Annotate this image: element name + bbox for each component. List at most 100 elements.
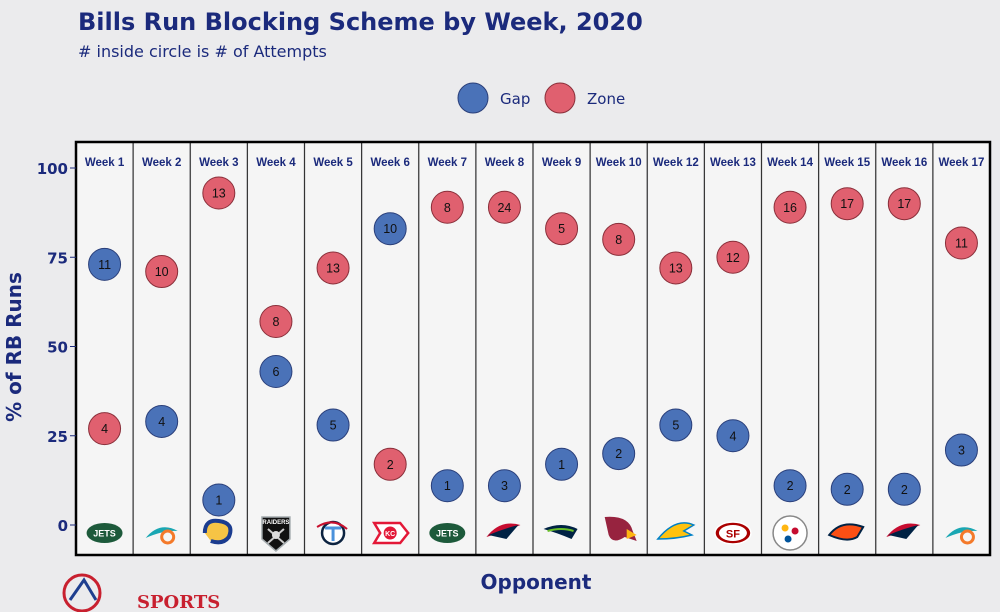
- x-axis-label: Opponent: [481, 570, 592, 594]
- zone-point: [487, 190, 521, 224]
- gap-point: [887, 472, 921, 506]
- zone-point: [716, 240, 750, 274]
- week-label: Week 6: [370, 157, 409, 169]
- zone-point-label: 12: [726, 251, 740, 265]
- gap-point: [659, 408, 693, 442]
- gap-point-label: 1: [215, 494, 222, 508]
- gap-point: [145, 404, 179, 438]
- svg-text:JETS: JETS: [93, 529, 116, 539]
- patriots-logo: [886, 523, 921, 539]
- y-axis-label: % of RB Runs: [2, 272, 26, 422]
- gap-point-label: 2: [787, 479, 794, 493]
- gap-point: [487, 469, 521, 503]
- zone-point-label: 16: [783, 201, 797, 215]
- gap-point-label: 10: [383, 222, 397, 236]
- gap-point-label: 2: [901, 483, 908, 497]
- chart-title: Bills Run Blocking Scheme by Week, 2020: [78, 8, 643, 36]
- svg-text:RAIDERS: RAIDERS: [262, 520, 289, 526]
- week-label: Week 2: [142, 157, 181, 169]
- gap-point-label: 11: [98, 258, 111, 272]
- week-label: Week 7: [428, 157, 467, 169]
- zone-point: [887, 187, 921, 221]
- legend-zone-marker: [544, 82, 576, 114]
- y-tick-label: 100: [37, 160, 68, 178]
- gap-point: [88, 247, 122, 281]
- week-label: Week 5: [313, 157, 353, 169]
- zone-point-label: 17: [840, 197, 854, 211]
- gap-point-label: 1: [558, 458, 565, 472]
- cardinals-logo: [604, 516, 637, 541]
- zone-point: [373, 447, 407, 481]
- week-panel: [77, 142, 133, 555]
- zone-point-label: 24: [497, 201, 511, 215]
- week-label: Week 15: [824, 157, 870, 169]
- gap-point: [259, 354, 293, 388]
- plot-frame: [74, 140, 992, 557]
- rams-logo: [202, 518, 233, 545]
- week-panel: [648, 142, 704, 555]
- zone-point-label: 8: [615, 233, 622, 247]
- gap-point: [716, 419, 750, 453]
- week-label: Week 1: [85, 157, 125, 169]
- opponent-logos: JETS RAIDERS KC JETS SF: [86, 515, 978, 552]
- zone-point: [659, 251, 693, 285]
- week-label: Week 3: [199, 157, 238, 169]
- gap-point: [316, 408, 350, 442]
- week-panel: [362, 142, 418, 555]
- week-panel: [248, 142, 304, 555]
- 49ers-logo: SF: [714, 521, 752, 545]
- week-label: Week 4: [256, 157, 296, 169]
- zone-point: [316, 251, 350, 285]
- dolphins-logo: [945, 527, 978, 545]
- gap-point: [773, 469, 807, 503]
- chargers-logo: [656, 522, 696, 540]
- legend-gap-label: Gap: [500, 90, 530, 108]
- zone-point-label: 8: [444, 201, 451, 215]
- jets-logo: JETS: [86, 523, 123, 543]
- chart-subtitle: # inside circle is # of Attempts: [78, 42, 327, 61]
- week-panel: [933, 142, 989, 555]
- footer-logo: SPORTS: [62, 573, 220, 612]
- week-label: Week 10: [596, 157, 642, 169]
- svg-text:JETS: JETS: [436, 529, 459, 539]
- gap-point-label: 3: [958, 444, 965, 458]
- gap-point: [430, 469, 464, 503]
- svg-text:SF: SF: [726, 529, 740, 541]
- week-label: Week 12: [653, 157, 699, 169]
- week-panel: [705, 142, 761, 555]
- week-panel: [134, 142, 190, 555]
- zone-point: [602, 222, 636, 256]
- week-label: Week 14: [767, 157, 813, 169]
- y-tick-label: 0: [58, 517, 68, 535]
- week-label: Week 17: [939, 157, 985, 169]
- gap-point: [373, 212, 407, 246]
- week-label: Week 8: [485, 157, 525, 169]
- legend: Gap Zone: [457, 82, 625, 114]
- gap-point-label: 5: [330, 419, 337, 433]
- footer-logo-icon: [62, 573, 102, 612]
- jets-logo: JETS: [429, 523, 466, 543]
- week-panel: [591, 142, 647, 555]
- gap-point-label: 4: [158, 415, 165, 429]
- gap-point-label: 2: [615, 447, 622, 461]
- gap-point: [202, 483, 236, 517]
- gap-point-label: 1: [444, 479, 451, 493]
- zone-point-label: 17: [897, 197, 911, 211]
- gap-point-label: 4: [729, 429, 736, 443]
- zone-point-label: 13: [212, 186, 226, 200]
- zone-point-label: 5: [558, 222, 565, 236]
- zone-point: [259, 305, 293, 339]
- week-panel: [305, 142, 361, 555]
- zone-point-label: 10: [155, 265, 169, 279]
- zone-point: [88, 412, 122, 446]
- zone-point-label: 8: [272, 315, 279, 329]
- gap-point-label: 3: [501, 479, 508, 493]
- zone-point: [145, 255, 179, 289]
- footer-logo-text: SPORTS: [137, 592, 220, 612]
- gap-point-label: 6: [272, 365, 279, 379]
- zone-point: [545, 212, 579, 246]
- gap-point: [830, 472, 864, 506]
- y-tick-label: 25: [47, 428, 68, 446]
- week-panel: [534, 142, 590, 555]
